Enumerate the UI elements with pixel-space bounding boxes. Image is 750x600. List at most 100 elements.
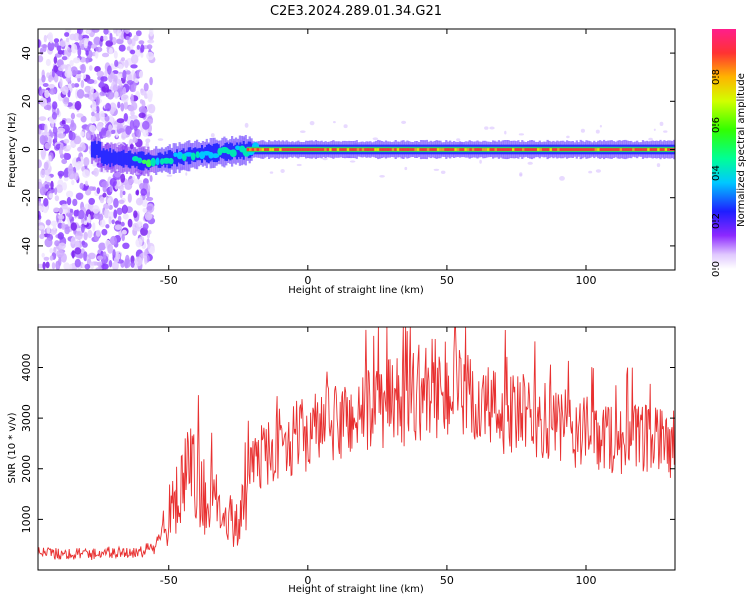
heat-cell (324, 148, 327, 151)
y-tick-label: 20 (20, 94, 33, 108)
heat-cell (107, 115, 114, 124)
heat-cell (114, 224, 123, 230)
heat-cell (127, 151, 130, 168)
heat-cell (466, 148, 470, 151)
snr-y-ticks: 1000 2000 3000 4000 (20, 354, 675, 533)
heat-cell (116, 207, 123, 215)
heat-cell (124, 258, 128, 269)
heat-cell (63, 138, 70, 144)
heat-cell (136, 44, 141, 50)
heat-cell (41, 74, 46, 83)
y-tick-label: 0 (20, 146, 33, 153)
heat-cell (90, 261, 95, 266)
heat-cell (47, 41, 55, 52)
heat-cell (88, 252, 96, 260)
heat-cell (93, 213, 101, 220)
heat-cell (351, 148, 355, 151)
heat-cell (53, 38, 60, 43)
heat-cell (134, 256, 143, 267)
heat-cell (52, 101, 58, 110)
heat-cell (96, 70, 105, 78)
heat-cell (44, 123, 48, 133)
heat-cell (42, 204, 49, 214)
heat-cell (103, 29, 109, 35)
heat-cell (359, 148, 362, 151)
heat-cell (394, 148, 397, 151)
x-tick-label: 100 (575, 274, 596, 287)
heat-cell (59, 142, 64, 150)
heat-cell (94, 66, 101, 73)
heat-cell (331, 148, 335, 151)
heat-cell (99, 141, 102, 158)
y-tick-label: -20 (20, 189, 33, 207)
heat-cell (595, 169, 602, 173)
heat-cell (98, 82, 106, 87)
heat-cell (38, 39, 41, 48)
heat-cell (54, 187, 58, 195)
heat-cell (120, 151, 123, 167)
heat-cell (612, 148, 615, 151)
heat-cell (82, 73, 87, 80)
heat-cell (85, 50, 89, 56)
heat-cell (429, 148, 432, 151)
heat-cell (489, 148, 492, 151)
heat-cell (411, 148, 415, 151)
heat-cell (309, 148, 312, 151)
heat-cell (212, 143, 215, 162)
heat-cell (48, 193, 54, 199)
heat-cell (92, 222, 96, 232)
heat-cell (76, 113, 84, 118)
heat-cell (118, 63, 123, 70)
heat-cell (43, 197, 49, 207)
heat-cell (361, 148, 365, 151)
heat-cell (38, 214, 42, 220)
snr-panel: -50 0 50 100 1000 2000 3000 4000 Height of str… (7, 326, 676, 595)
heat-cell (134, 78, 139, 84)
heat-cell (125, 125, 132, 135)
heat-cell (446, 148, 450, 151)
heat-cell (95, 267, 102, 270)
heat-cell (62, 96, 70, 105)
y-tick-label: -40 (20, 237, 33, 255)
heat-cell (110, 72, 115, 79)
heat-cell (529, 148, 532, 151)
heat-cell (656, 163, 661, 168)
heat-cell (38, 116, 47, 121)
heat-cell (627, 148, 630, 151)
heat-cell (43, 135, 48, 143)
heat-cell (122, 204, 127, 214)
heat-cell (100, 150, 103, 164)
heat-cell (143, 82, 149, 92)
heat-cell (130, 93, 134, 104)
heat-cell (514, 148, 517, 151)
heat-cell (512, 148, 515, 151)
x-tick-label: 100 (575, 574, 596, 587)
heat-cell (504, 130, 507, 135)
heat-cell (654, 148, 658, 151)
heat-cell (644, 148, 648, 151)
heat-cell (97, 140, 100, 159)
heat-cell (624, 148, 628, 151)
heat-cell (66, 197, 72, 206)
heat-cell (306, 148, 310, 151)
heat-cell (56, 249, 64, 258)
heat-cell (100, 127, 107, 136)
heat-cell (47, 32, 54, 42)
heat-cell (344, 148, 347, 151)
heat-cell (105, 130, 112, 138)
heat-cell (78, 40, 83, 47)
heat-cell (634, 148, 638, 151)
heat-cell (559, 148, 562, 151)
heat-cell (343, 124, 348, 129)
heat-cell (487, 148, 490, 151)
heat-cell (64, 69, 73, 78)
heat-cell (597, 148, 600, 151)
heat-cell (92, 205, 100, 214)
heat-cell (454, 148, 457, 151)
heat-cell (110, 152, 113, 163)
y-tick-label: 4000 (20, 354, 33, 382)
heat-cell (140, 188, 147, 196)
heat-cell (534, 148, 537, 151)
heat-cell (124, 153, 127, 165)
heat-cell (43, 34, 47, 43)
